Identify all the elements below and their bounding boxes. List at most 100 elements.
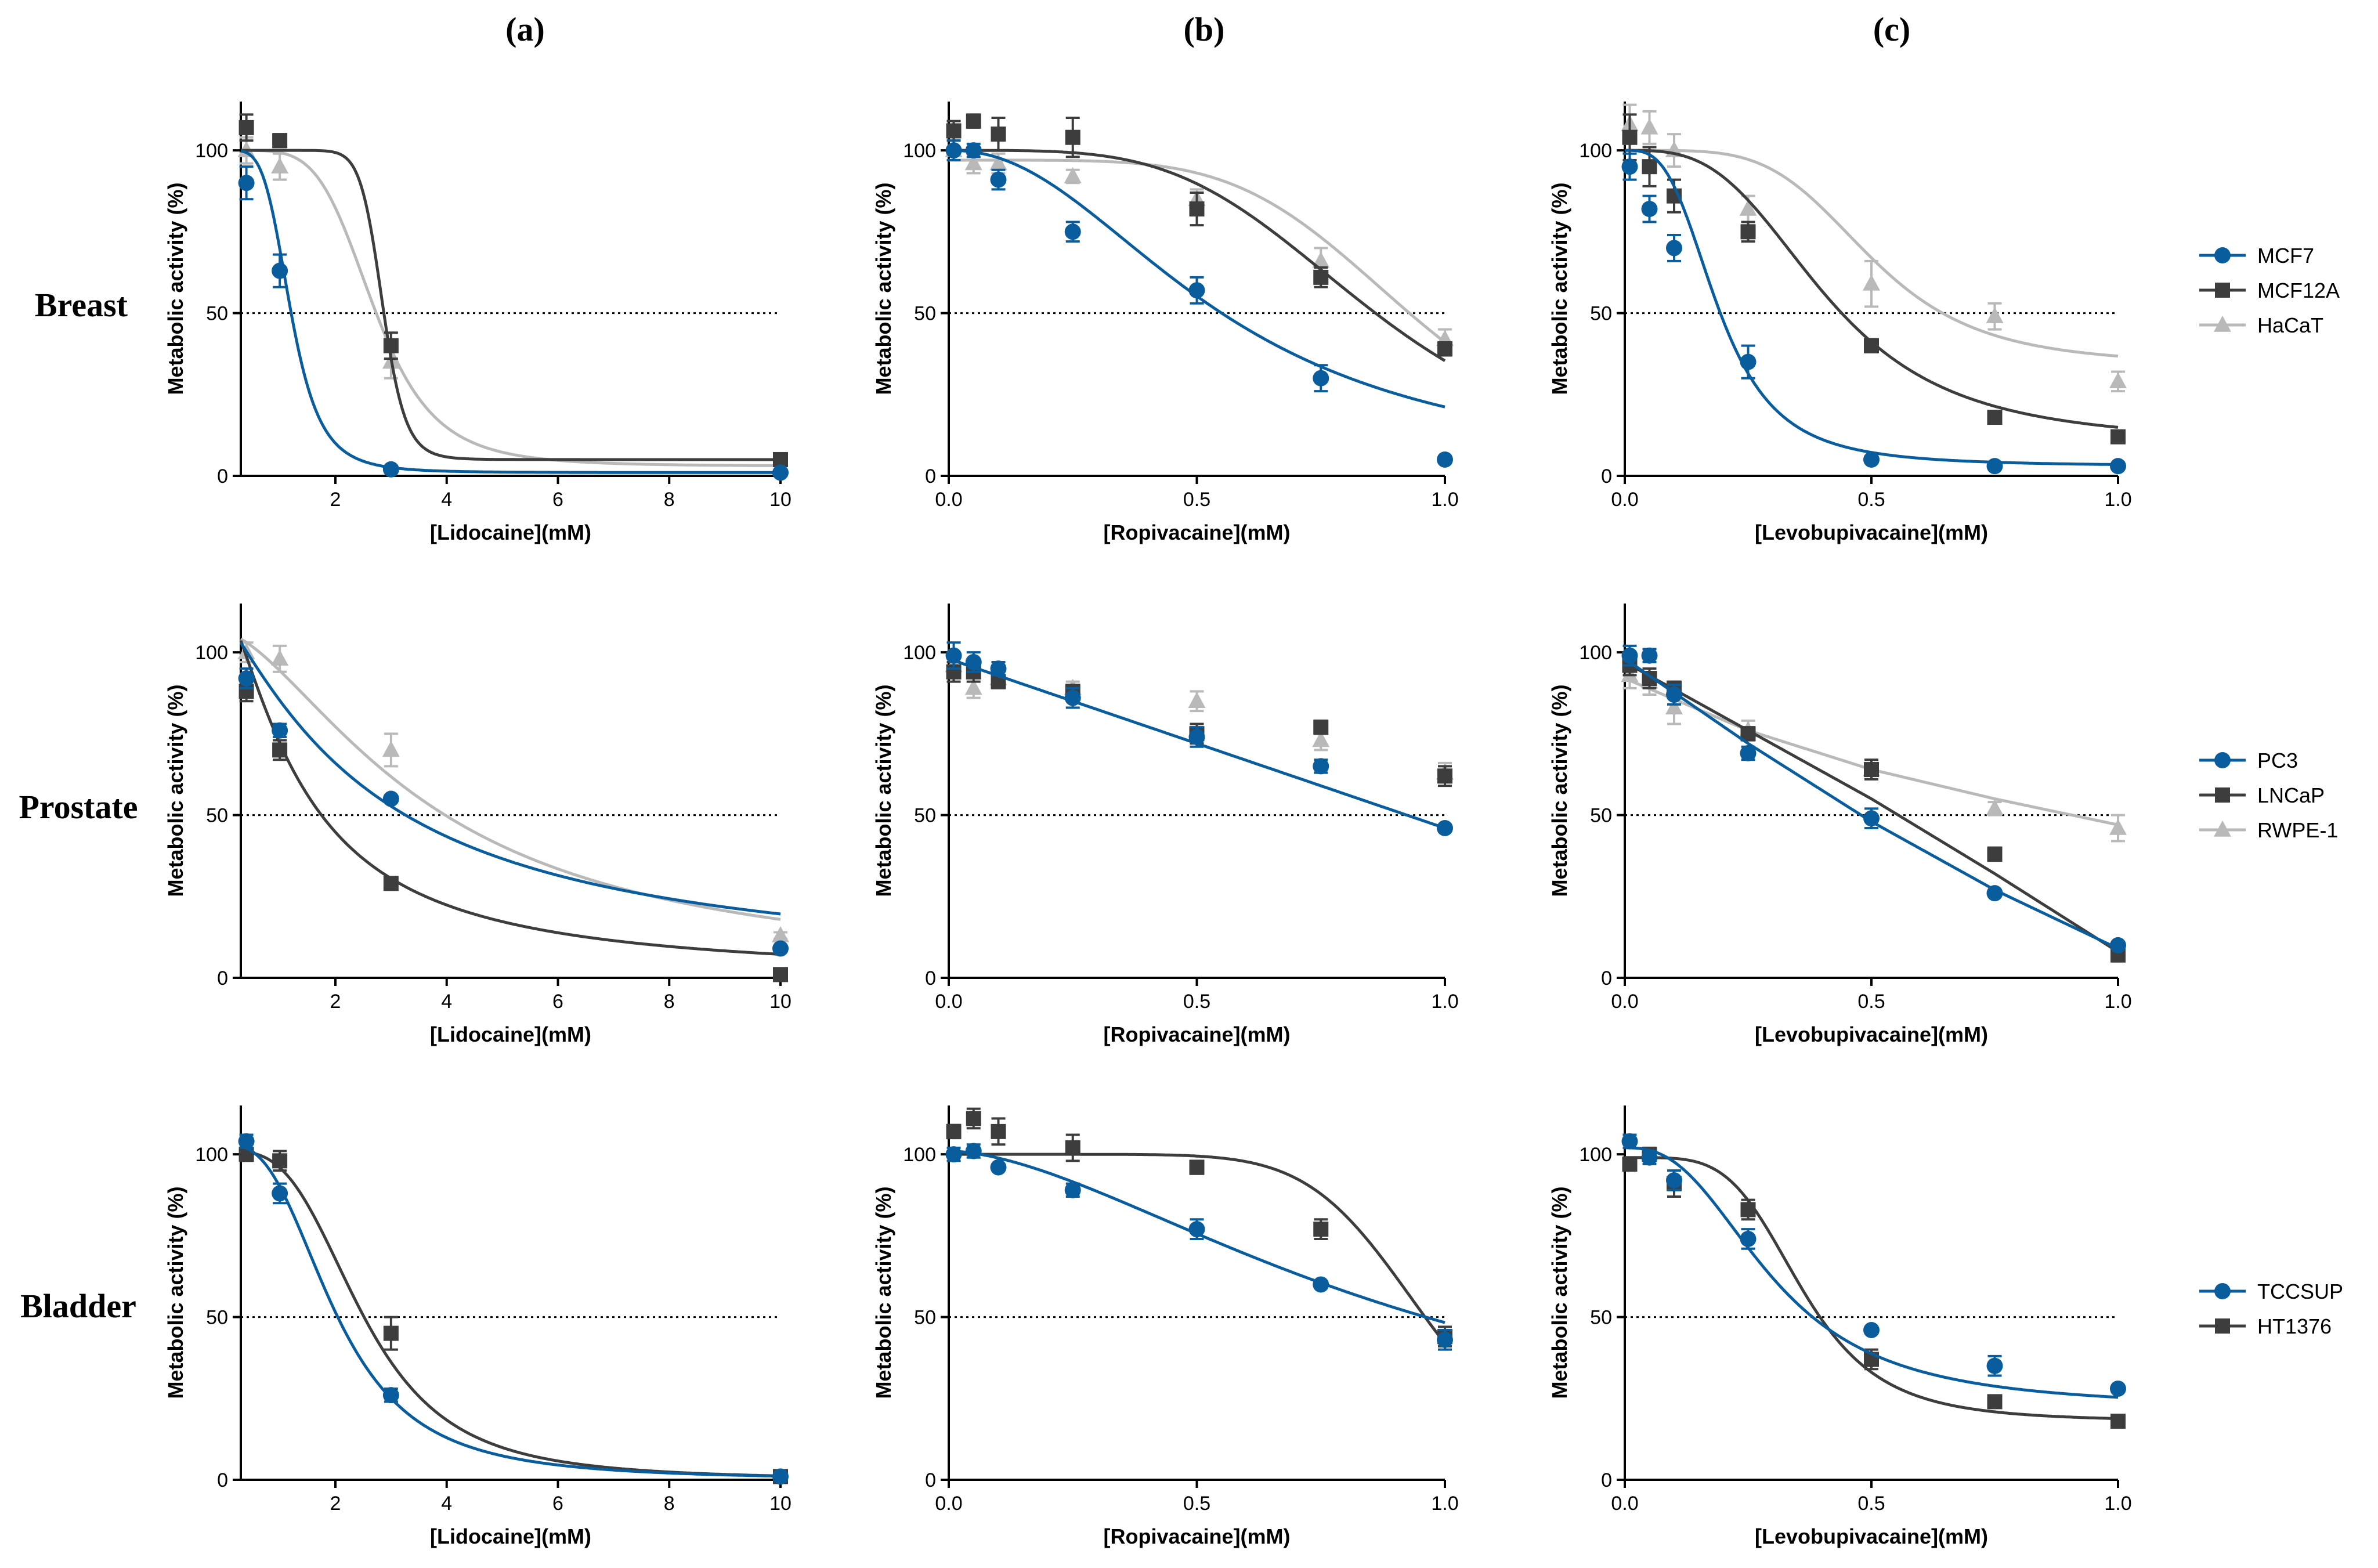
data-point [1986,799,2004,816]
data-point [991,127,1006,142]
data-point [945,1146,962,1163]
data-point [1740,1202,1756,1217]
data-point [1188,728,1205,745]
legend-marker [2214,247,2231,263]
legend-entry: MCF7 [2199,244,2314,268]
data-point [1739,199,1757,216]
data-point [272,133,288,149]
data-point [1863,810,1880,827]
x-tick-label: 10 [769,489,792,511]
column-label: (a) [505,10,545,48]
series-HT1376 [1622,1146,2126,1429]
data-point [1064,167,1082,183]
x-tick-label: 6 [552,1493,563,1515]
series-MCF12A [1622,113,2126,445]
fit-curve-RWPE-1 [240,637,781,921]
data-point [1313,269,1329,285]
data-point [2110,458,2126,475]
data-point [1740,1230,1757,1247]
y-tick-label: 100 [195,1144,228,1166]
series-MCF12A [946,113,1452,362]
data-point [1863,274,1880,291]
series-TCCSUP [1621,1133,2126,1399]
x-tick-label: 1.0 [1431,1493,1458,1515]
data-point [1987,1394,2003,1410]
data-point [1064,689,1081,706]
x-tick-label: 8 [664,489,675,511]
y-tick-label: 50 [914,1307,936,1329]
fit-curve-MCF7 [240,149,780,474]
legend-marker [2215,283,2230,298]
data-point [1987,846,2003,862]
x-axis-label: [Levobupivacaine](mM) [1755,1524,1988,1548]
x-tick-label: 4 [441,1493,452,1515]
data-point [238,120,254,135]
chart-panel-bladder-lidocaine: 0 50 100 2 4 6 8 10 [Lidocaine](mM) Metabolic act… [164,1105,792,1548]
x-tick-label: 0.0 [1611,991,1638,1013]
chart-panel-bladder-ropivacaine: 0 50 100 0.0 0.5 1.0 [Ropivacaine](mM) Metaboli… [872,1105,1459,1548]
data-point [2109,818,2127,835]
data-point [1642,159,1657,175]
series-LNCaP [238,640,788,982]
data-point [772,940,789,957]
series-HaCaT [945,139,1454,351]
data-point [1065,1140,1080,1155]
x-axis-label: [Lidocaine](mM) [430,1524,591,1548]
chart-panel-breast-lidocaine: 0 50 100 2 4 6 8 10 [Lidocaine](mM) Metabolic act… [164,102,792,544]
y-tick-label: 100 [903,642,936,664]
data-point [1864,338,1879,353]
legend-label: PC3 [2257,749,2298,772]
y-tick-label: 100 [1579,140,1612,162]
row-title: Prostate [19,788,138,826]
data-point [945,142,962,159]
x-tick-label: 6 [552,991,563,1013]
data-point [1188,1221,1205,1238]
data-point [1189,1159,1205,1175]
y-axis-label: Metabolic activity (%) [1548,684,1571,897]
data-point [1437,768,1452,784]
x-tick-label: 0.5 [1857,991,1885,1013]
y-tick-label: 100 [1579,1144,1612,1166]
data-point [964,678,982,695]
data-point [1641,201,1658,218]
data-point [2110,1414,2126,1429]
data-point [1064,223,1081,240]
data-point [1986,307,2004,323]
x-axis-label: [Ropivacaine](mM) [1103,1023,1290,1046]
data-point [2110,1380,2126,1397]
data-point [946,1123,962,1139]
data-point [965,653,982,670]
chart-panel-bladder-levobupivacaine: 0 50 100 0.0 0.5 1.0 [Levobupivacaine](mM) Meta… [1548,1105,2132,1548]
data-point [238,670,255,687]
series-PC3 [1621,644,2126,953]
y-tick-label: 100 [903,140,936,162]
series-HT1376 [238,1146,788,1484]
data-point [1313,1276,1329,1293]
data-point [990,1159,1007,1176]
data-point [383,876,399,891]
data-point [272,262,288,279]
data-point [1437,341,1452,357]
data-point [966,113,981,129]
data-point [1986,458,2003,475]
data-point [1313,1222,1329,1237]
data-point [1622,129,1638,145]
legend-marker [2214,752,2231,768]
y-axis-label: Metabolic activity (%) [872,1186,895,1399]
series-MCF7 [1621,149,2126,475]
y-tick-label: 50 [914,805,936,827]
fit-curve-RWPE-1 [1624,677,2119,826]
series-LNCaP [946,660,1452,787]
y-tick-label: 50 [206,805,228,827]
x-tick-label: 10 [769,991,792,1013]
chart-panel-breast-levobupivacaine: 0 50 100 0.0 0.5 1.0 [Levobupivacaine](mM) Meta… [1548,102,2132,544]
data-point [966,1111,981,1126]
fit-curve-TCCSUP [1625,1146,2119,1399]
legend-label: LNCaP [2257,783,2325,807]
fit-curve-LNCaP [1624,660,2119,953]
data-point [945,647,962,664]
x-tick-label: 2 [330,1493,341,1515]
data-point [990,171,1007,188]
x-tick-label: 1.0 [1431,489,1458,511]
x-tick-label: 0.0 [935,1493,962,1515]
